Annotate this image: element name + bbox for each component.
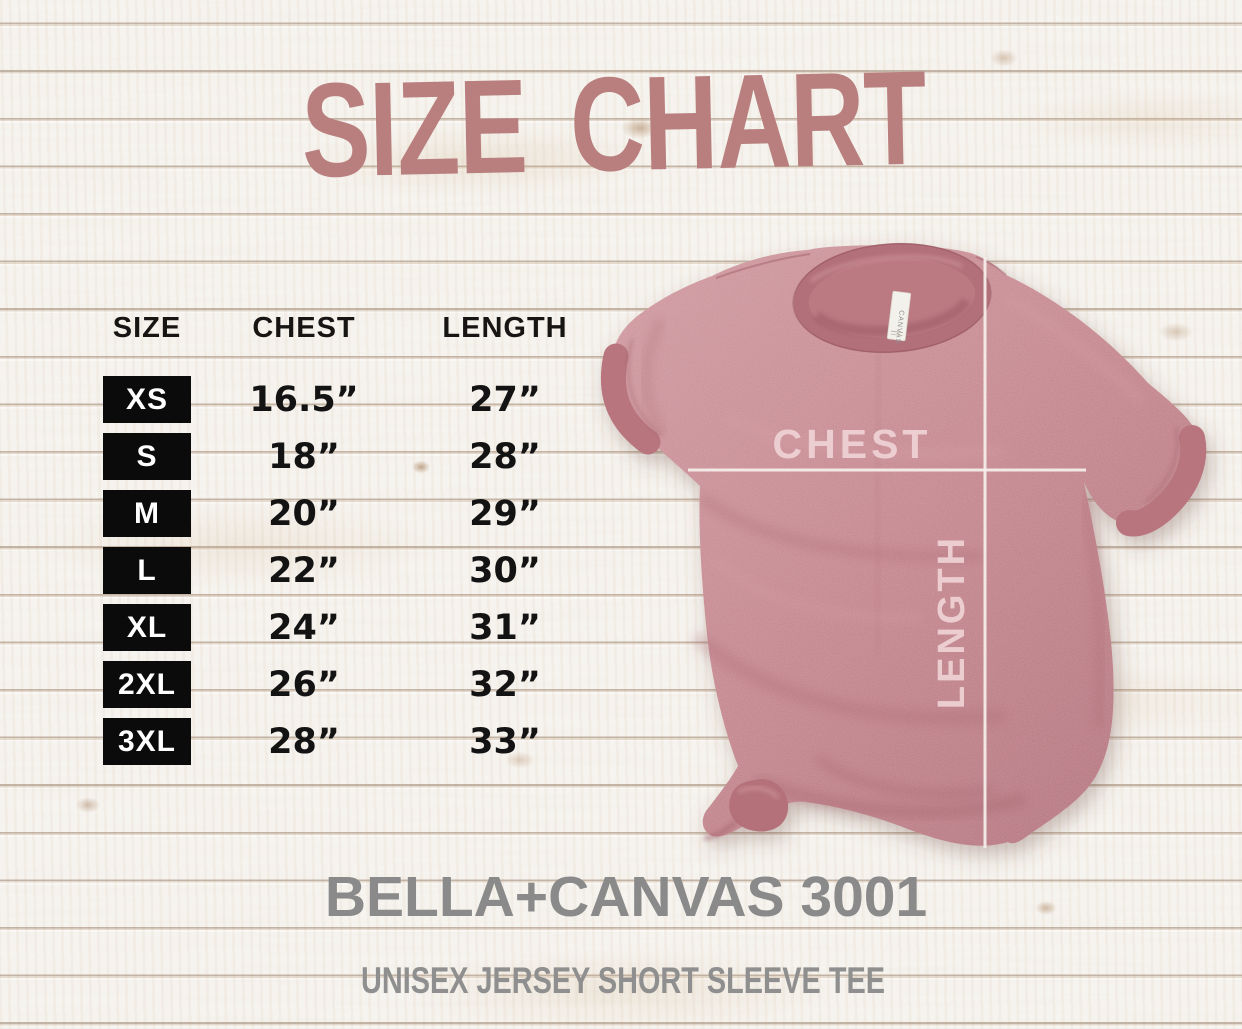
size-badge: XL — [103, 604, 191, 651]
chest-value: 18” — [268, 436, 340, 477]
size-badge: 3XL — [103, 718, 191, 765]
header-chest: CHEST — [252, 311, 356, 344]
length-value: 32” — [469, 664, 541, 705]
length-value: 31” — [469, 607, 541, 648]
size-badge: XS — [103, 376, 191, 423]
table-row: XS 16.5” 27” — [80, 371, 616, 428]
chest-value: 20” — [268, 493, 340, 534]
table-row: S 18” 28” — [80, 428, 616, 485]
size-badge: M — [103, 490, 191, 537]
length-value: 30” — [469, 550, 541, 591]
table-row: 3XL 28” 33” — [80, 713, 616, 770]
table-row: L 22” 30” — [80, 542, 616, 599]
length-value: 28” — [469, 436, 541, 477]
size-badge: S — [103, 433, 191, 480]
length-value: 29” — [469, 493, 541, 534]
size-badge: 2XL — [103, 661, 191, 708]
chest-value: 24” — [268, 607, 340, 648]
header-size: SIZE — [112, 311, 182, 344]
chest-value: 22” — [268, 550, 340, 591]
size-table-rows: XS 16.5” 27” S 18” 28” M 20” 29” L 22” 3… — [80, 371, 616, 770]
table-row: 2XL 26” 32” — [80, 656, 616, 713]
header-length: LENGTH — [442, 311, 568, 344]
footer-product-name: BELLA+CANVAS 3001 — [324, 865, 928, 929]
table-row: M 20” 29” — [80, 485, 616, 542]
chest-value: 16.5” — [249, 379, 359, 420]
size-badge: L — [103, 547, 191, 594]
size-table-header: SIZE CHEST LENGTH — [80, 303, 616, 353]
page-title: SIZE CHART — [300, 42, 928, 206]
footer-product-subtitle: UNISEX JERSEY SHORT SLEEVE TEE — [361, 960, 885, 1001]
length-value: 33” — [469, 721, 541, 762]
chest-value: 26” — [268, 664, 340, 705]
table-row: XL 24” 31” — [80, 599, 616, 656]
size-table: SIZE CHEST LENGTH XS 16.5” 27” S 18” 28”… — [80, 303, 616, 770]
length-value: 27” — [469, 379, 541, 420]
chest-value: 28” — [268, 721, 340, 762]
